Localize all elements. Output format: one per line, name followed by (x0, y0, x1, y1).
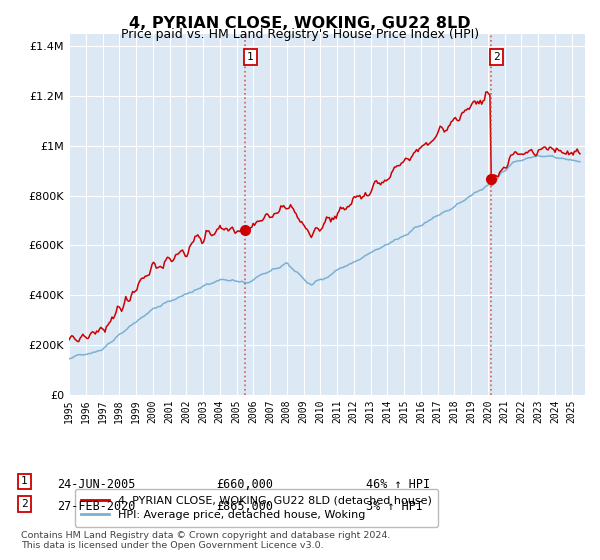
Text: 4, PYRIAN CLOSE, WOKING, GU22 8LD: 4, PYRIAN CLOSE, WOKING, GU22 8LD (129, 16, 471, 31)
Legend: 4, PYRIAN CLOSE, WOKING, GU22 8LD (detached house), HPI: Average price, detached: 4, PYRIAN CLOSE, WOKING, GU22 8LD (detac… (74, 489, 439, 526)
Text: 46% ↑ HPI: 46% ↑ HPI (366, 478, 430, 491)
Text: 1: 1 (247, 52, 254, 62)
Text: £865,000: £865,000 (216, 500, 273, 514)
Text: 1: 1 (21, 477, 28, 487)
Text: Price paid vs. HM Land Registry's House Price Index (HPI): Price paid vs. HM Land Registry's House … (121, 28, 479, 41)
Text: 3% ↑ HPI: 3% ↑ HPI (366, 500, 423, 514)
Text: Contains HM Land Registry data © Crown copyright and database right 2024.
This d: Contains HM Land Registry data © Crown c… (21, 531, 391, 550)
Text: £660,000: £660,000 (216, 478, 273, 491)
Text: 2: 2 (21, 499, 28, 509)
Text: 27-FEB-2020: 27-FEB-2020 (57, 500, 136, 514)
Text: 2: 2 (493, 52, 500, 62)
Text: 24-JUN-2005: 24-JUN-2005 (57, 478, 136, 491)
